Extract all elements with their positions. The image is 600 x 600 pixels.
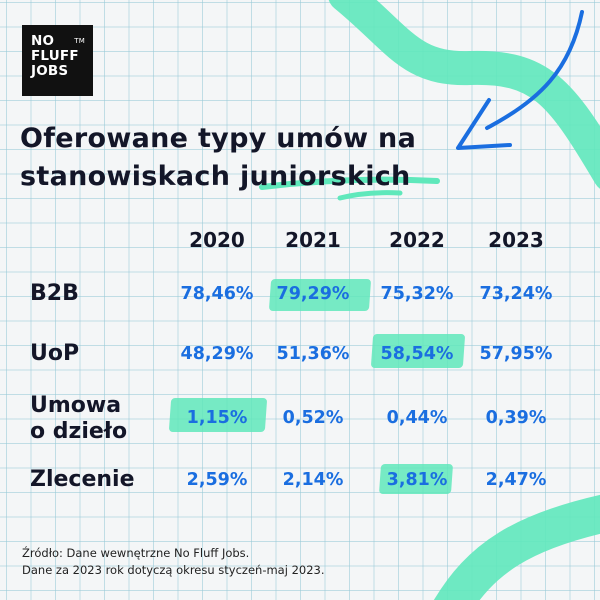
table-cell: 58,54%: [380, 344, 454, 364]
table-cell: 0,52%: [282, 408, 344, 428]
column-header-2023: 2023: [488, 228, 544, 252]
table-cell: 3,81%: [386, 470, 448, 490]
table-cell: 0,39%: [485, 408, 547, 428]
column-header-2022: 2022: [389, 228, 445, 252]
table-cell: 2,59%: [186, 470, 248, 490]
table-cell: 75,32%: [380, 284, 454, 304]
row-label-umowa-o-dzielo: Umowa o dzieło: [30, 393, 128, 444]
source-footnote: Źródło: Dane wewnętrzne No Fluff Jobs. D…: [22, 546, 325, 577]
table-cell: 51,36%: [276, 344, 350, 364]
table-cell: 78,46%: [180, 284, 254, 304]
page-title: Oferowane typy umów na stanowiskach juni…: [20, 123, 417, 192]
table-cell: 73,24%: [479, 284, 553, 304]
table-cell: 57,95%: [479, 344, 553, 364]
blue-arrow-icon: [485, 10, 584, 130]
column-header-2021: 2021: [285, 228, 341, 252]
title-highlight-word: juniorskich: [239, 161, 411, 192]
no-fluff-jobs-logo: NO FLUFF JOBS TM: [22, 25, 93, 96]
table-cell: 48,29%: [180, 344, 254, 364]
table-cell: 1,15%: [186, 408, 248, 428]
row-label-uop: UoP: [30, 341, 80, 366]
green-brush-stroke-bottom: [433, 494, 600, 600]
table-cell: 79,29%: [276, 284, 350, 304]
table-cell: 0,44%: [386, 408, 448, 428]
table-cell: 2,47%: [485, 470, 547, 490]
trademark: TM: [74, 37, 85, 45]
row-label-zlecenie: Zlecenie: [30, 467, 135, 492]
table-cell: 2,14%: [282, 470, 344, 490]
column-header-2020: 2020: [189, 228, 245, 252]
row-label-b2b: B2B: [30, 281, 79, 306]
